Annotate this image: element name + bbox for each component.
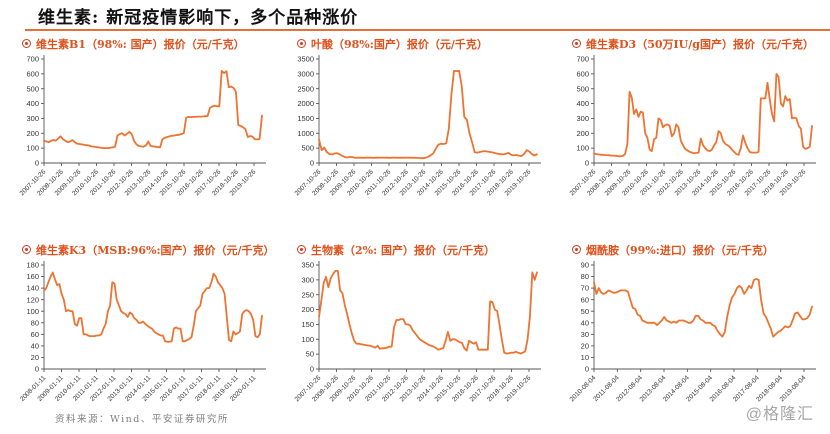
- svg-text:500: 500: [301, 144, 314, 153]
- svg-text:350: 350: [301, 261, 314, 270]
- svg-text:150: 150: [301, 320, 314, 329]
- svg-text:20: 20: [31, 353, 39, 362]
- chart-title: 维生素B1（98%: 国产）报价（元/千克）: [22, 36, 297, 51]
- svg-text:600: 600: [576, 69, 589, 78]
- svg-text:500: 500: [576, 84, 589, 93]
- chart-title: 维生素D3（50万IU/g国产）报价（元/千克）: [572, 36, 828, 51]
- svg-text:0: 0: [310, 365, 314, 374]
- chart-panel-vitamin-b1: 维生素B1（98%: 国产）报价（元/千克） 0 100 200 300 400 500 6…: [19, 36, 297, 216]
- chart-title-text: 生物素（2%: 国产）报价（元/千克）: [311, 243, 496, 257]
- chart-panel-biotin: 生物素（2%: 国产）报价（元/千克） 0 50 100 150 200 250 300 35…: [294, 242, 572, 422]
- svg-text:30: 30: [581, 330, 589, 339]
- svg-text:700: 700: [26, 55, 39, 64]
- chart-title: 烟酰胺（99%:进口）报价（元/千克）: [572, 242, 828, 257]
- svg-text:1000: 1000: [297, 129, 314, 138]
- svg-text:2500: 2500: [297, 84, 314, 93]
- svg-text:60: 60: [31, 330, 39, 339]
- chart-title: 叶酸（98%:国产）报价（元/千克）: [297, 36, 572, 51]
- svg-text:140: 140: [26, 284, 39, 293]
- svg-text:200: 200: [26, 129, 39, 138]
- chart-title: 生物素（2%: 国产）报价（元/千克）: [297, 242, 572, 257]
- svg-text:3000: 3000: [297, 69, 314, 78]
- bullet-icon: [297, 39, 306, 48]
- svg-text:3500: 3500: [297, 55, 314, 64]
- charts-grid: 维生素B1（98%: 国产）报价（元/千克） 0 100 200 300 400 500 6…: [19, 36, 828, 422]
- chart-title-text: 叶酸（98%:国产）报价（元/千克）: [311, 37, 488, 51]
- line-chart-folic-acid: 0 500 1000 1500 2000 2500 3000 3500 2007-10-26 20…: [285, 51, 572, 216]
- title-underline: [25, 29, 830, 31]
- svg-text:50: 50: [581, 307, 589, 316]
- svg-text:700: 700: [576, 55, 589, 64]
- svg-text:0: 0: [35, 159, 39, 168]
- svg-text:80: 80: [31, 318, 39, 327]
- bullet-icon: [22, 245, 31, 254]
- chart-panel-vitamin-k3: 维生素K3（MSB:96%:国产）报价（元/千克） 0 20 40 60 80 100 12…: [19, 242, 297, 422]
- page-title: 维生素: 新冠疫情影响下，多个品种涨价: [38, 8, 359, 28]
- svg-text:100: 100: [301, 335, 314, 344]
- line-chart-biotin: 0 50 100 150 200 250 300 350 2007-10-26 2008-10-2…: [285, 257, 572, 422]
- svg-text:0: 0: [585, 159, 589, 168]
- svg-text:600: 600: [26, 69, 39, 78]
- svg-text:40: 40: [581, 318, 589, 327]
- svg-text:90: 90: [581, 261, 589, 270]
- svg-text:400: 400: [576, 99, 589, 108]
- chart-title-text: 烟酰胺（99%:进口）报价（元/千克）: [586, 243, 774, 257]
- svg-text:160: 160: [26, 272, 39, 281]
- chart-panel-vitamin-d3: 维生素D3（50万IU/g国产）报价（元/千克） 0 100 200 300 400 50…: [569, 36, 828, 216]
- svg-text:80: 80: [581, 272, 589, 281]
- chart-title-text: 维生素B1（98%: 国产）报价（元/千克）: [36, 37, 245, 51]
- bullet-icon: [572, 39, 581, 48]
- bullet-icon: [22, 39, 31, 48]
- svg-text:10: 10: [581, 353, 589, 362]
- svg-text:100: 100: [26, 144, 39, 153]
- chart-title-text: 维生素K3（MSB:96%:国产）报价（元/千克）: [36, 243, 275, 257]
- data-source-note: 资料来源：Wind、平安证券研究所: [55, 414, 229, 425]
- svg-text:200: 200: [576, 129, 589, 138]
- bullet-icon: [572, 245, 581, 254]
- svg-text:500: 500: [26, 84, 39, 93]
- svg-text:300: 300: [576, 114, 589, 123]
- svg-text:2000: 2000: [297, 99, 314, 108]
- chart-title-text: 维生素D3（50万IU/g国产）报价（元/千克）: [586, 37, 814, 51]
- svg-text:1500: 1500: [297, 114, 314, 123]
- svg-text:250: 250: [301, 290, 314, 299]
- chart-title: 维生素K3（MSB:96%:国产）报价（元/千克）: [22, 242, 297, 257]
- watermark: @格隆汇: [745, 406, 814, 423]
- line-chart-vitamin-b1: 0 100 200 300 400 500 600 700 2007-10-26 2008-10-…: [10, 51, 297, 216]
- svg-text:0: 0: [585, 365, 589, 374]
- line-chart-vitamin-k3: 0 20 40 60 80 100 120 140 160 180 2008-01-11 2009-0…: [10, 257, 297, 422]
- svg-text:300: 300: [26, 114, 39, 123]
- svg-text:50: 50: [306, 350, 314, 359]
- chart-panel-nicotinamide: 烟酰胺（99%:进口）报价（元/千克） 0 10 20 30 40 50 60 70 80 90 2…: [569, 242, 828, 422]
- svg-text:20: 20: [581, 341, 589, 350]
- svg-text:400: 400: [26, 99, 39, 108]
- svg-text:40: 40: [31, 341, 39, 350]
- bullet-icon: [297, 245, 306, 254]
- svg-text:300: 300: [301, 275, 314, 284]
- svg-text:100: 100: [576, 144, 589, 153]
- chart-panel-folic-acid: 叶酸（98%:国产）报价（元/千克） 0 500 1000 1500 2000 2500 3…: [294, 36, 572, 216]
- svg-text:70: 70: [581, 284, 589, 293]
- svg-text:60: 60: [581, 295, 589, 304]
- line-chart-nicotinamide: 0 10 20 30 40 50 60 70 80 90 2010-08-04 2011-08-04 2…: [560, 257, 828, 422]
- svg-text:0: 0: [310, 159, 314, 168]
- svg-text:180: 180: [26, 261, 39, 270]
- line-chart-vitamin-d3: 0 100 200 300 400 500 600 700 2007-10-26 2008-10-…: [560, 51, 828, 216]
- svg-text:120: 120: [26, 295, 39, 304]
- svg-text:0: 0: [35, 365, 39, 374]
- svg-text:200: 200: [301, 305, 314, 314]
- svg-text:100: 100: [26, 307, 39, 316]
